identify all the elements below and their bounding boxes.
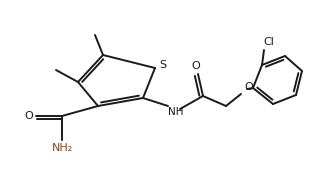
Text: O: O <box>245 82 253 92</box>
Text: NH: NH <box>168 107 184 117</box>
Text: Cl: Cl <box>264 37 274 47</box>
Text: S: S <box>160 60 167 70</box>
Text: NH₂: NH₂ <box>51 143 73 153</box>
Text: O: O <box>192 61 200 71</box>
Text: O: O <box>25 111 33 121</box>
